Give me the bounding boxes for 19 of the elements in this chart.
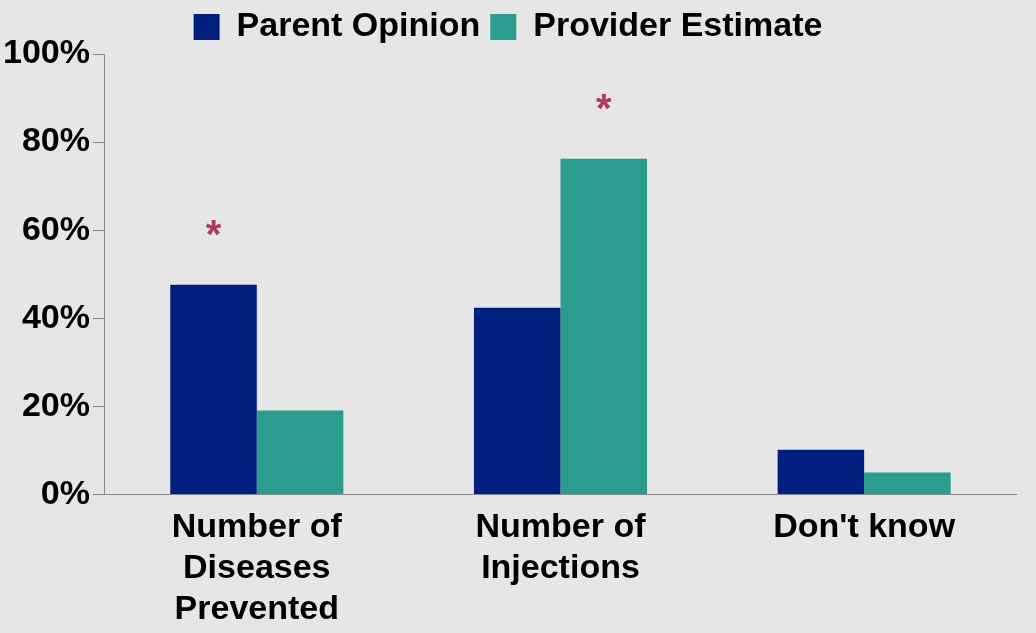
x-tick-label: Number of Diseases Prevented <box>171 506 343 626</box>
bar <box>777 449 865 495</box>
y-tick-label: 60% <box>21 208 90 247</box>
annotation: * <box>595 85 612 130</box>
x-tick-label: Number of Injections <box>475 506 647 586</box>
bar <box>473 307 561 495</box>
legend-label: Provider Estimate <box>533 5 823 44</box>
y-tick-label: 0% <box>40 472 90 511</box>
y-tick-label: 40% <box>21 296 90 335</box>
x-tick-label: Don't know <box>773 506 956 545</box>
bar <box>864 472 951 495</box>
y-tick-label: 80% <box>21 120 90 159</box>
y-tick-label: 20% <box>21 384 90 423</box>
bar <box>256 410 344 495</box>
y-tick-label: 100% <box>2 32 90 71</box>
bar <box>170 284 257 495</box>
legend-label: Parent Opinion <box>236 5 481 44</box>
bar <box>560 158 648 495</box>
annotation: * <box>205 211 222 256</box>
